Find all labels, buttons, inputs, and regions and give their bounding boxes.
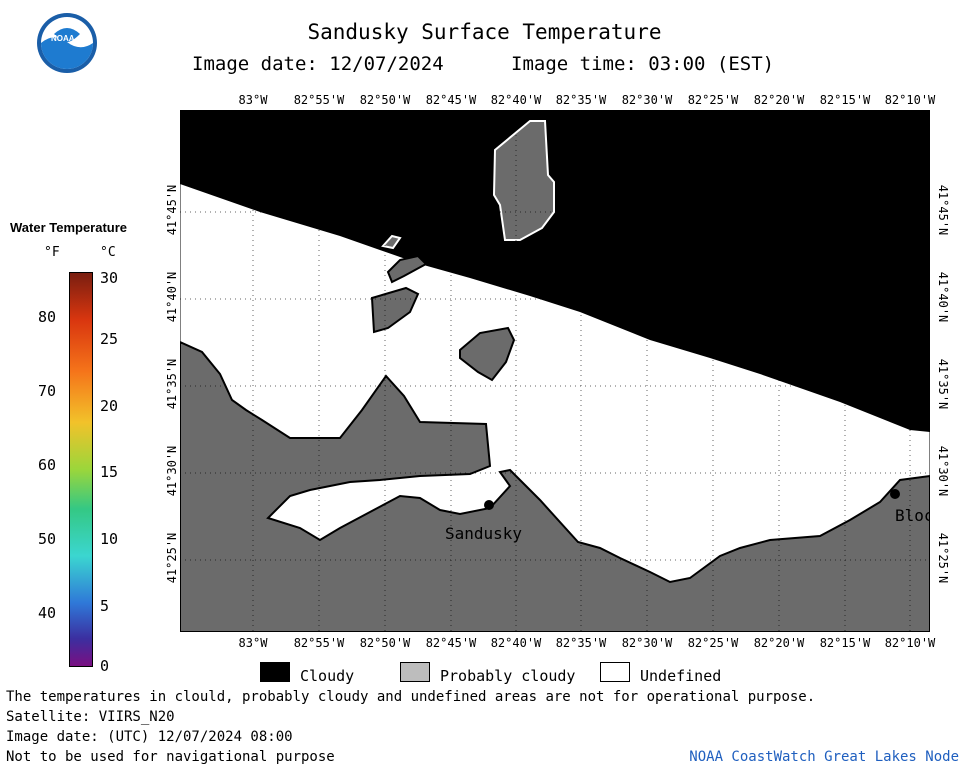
noaa-logo: NOAA [36,12,98,74]
lon-label-top: 82°30'W [621,93,673,107]
colorbar-f-tick: 40 [38,604,57,622]
cloudy-island [492,120,555,241]
lat-label-right: 41°30'N [936,445,950,497]
lat-label-right: 41°45'N [936,184,950,236]
colorbar-c-tick: 10 [100,530,119,548]
lon-label-top: 83°W [238,93,268,107]
colorbar-c-tick: 30 [100,269,119,287]
lon-label-top: 82°55'W [293,93,345,107]
lon-label-bottom: 82°40'W [490,636,542,650]
colorbar-c-tick: 5 [100,597,110,615]
probably-cloudy-patch [386,254,428,284]
colorbar-c-tick: 25 [100,330,119,348]
lon-label-bottom: 82°15'W [819,636,871,650]
place-label-sandusky: Sandusky [445,524,523,543]
colorbar-title: Water Temperature [10,220,128,235]
lon-label-bottom: 82°50'W [359,636,411,650]
colorbar-f-unit: °F [44,245,60,260]
footer-nav-warning: Not to be used for navigational purpose [6,749,335,765]
place-label-bloc: Bloc [895,506,930,525]
legend-label-cloudy: Cloudy [300,667,355,685]
colorbar-f-tick: 50 [38,530,57,548]
lon-label-top: 82°10'W [884,93,936,107]
lon-label-top: 82°40'W [490,93,542,107]
colorbar-f-tick: 60 [38,456,57,474]
lat-label-right: 41°40'N [936,271,950,323]
lon-label-bottom: 82°20'W [753,636,805,650]
sandusky-marker [484,500,494,510]
lat-label-left: 41°40'N [165,271,179,323]
lon-label-top: 82°45'W [425,93,477,107]
lon-label-bottom: 82°25'W [687,636,739,650]
sandusky-map [180,110,930,632]
colorbar-f-tick: 70 [38,382,57,400]
lon-label-top: 82°50'W [359,93,411,107]
bloc-marker [890,489,900,499]
footer-utc-date: Image date: (UTC) 12/07/2024 08:00 [6,729,293,745]
lon-label-top: 82°20'W [753,93,805,107]
lat-label-left: 41°45'N [165,184,179,236]
lon-label-bottom: 82°55'W [293,636,345,650]
probably-cloudy-patch [459,326,516,382]
lat-label-right: 41°35'N [936,358,950,410]
lon-label-top: 82°35'W [555,93,607,107]
colorbar-c-unit: °C [100,245,116,260]
probably-cloudy-patch [381,234,402,250]
graticule [180,110,930,632]
lat-label-left: 41°25'N [165,532,179,584]
noaa-logo-text: NOAA [51,34,75,43]
legend-label-undefined: Undefined [640,667,722,685]
image-date: Image date: 12/07/2024 [192,53,444,75]
colorbar-scale [69,272,93,667]
land-area [180,340,930,632]
lon-label-bottom: 83°W [238,636,268,650]
lat-label-right: 41°25'N [936,532,950,584]
legend-swatch-cloudy [260,662,290,682]
legend-swatch-probably-cloudy [400,662,430,682]
lon-label-top: 82°25'W [687,93,739,107]
page-title: Sandusky Surface Temperature [307,20,662,44]
image-time: Image time: 03:00 (EST) [511,53,775,75]
legend-swatch-undefined [600,662,630,682]
lon-label-top: 82°15'W [819,93,871,107]
lon-label-bottom: 82°30'W [621,636,673,650]
legend-label-probably-cloudy: Probably cloudy [440,667,576,685]
lat-label-left: 41°35'N [165,358,179,410]
footer-credit: NOAA CoastWatch Great Lakes Node [689,749,959,765]
cloudy-region [180,110,930,432]
footer-disclaimer: The temperatures in clould, probably clo… [6,689,816,705]
lon-label-bottom: 82°45'W [425,636,477,650]
lon-label-bottom: 82°35'W [555,636,607,650]
probably-cloudy-patch [370,286,420,334]
colorbar-c-tick: 15 [100,463,119,481]
colorbar-c-tick: 20 [100,397,119,415]
colorbar-f-tick: 80 [38,308,57,326]
lat-label-left: 41°30'N [165,445,179,497]
footer-satellite: Satellite: VIIRS_N20 [6,709,175,725]
colorbar-c-tick: 0 [100,657,110,675]
lon-label-bottom: 82°10'W [884,636,936,650]
